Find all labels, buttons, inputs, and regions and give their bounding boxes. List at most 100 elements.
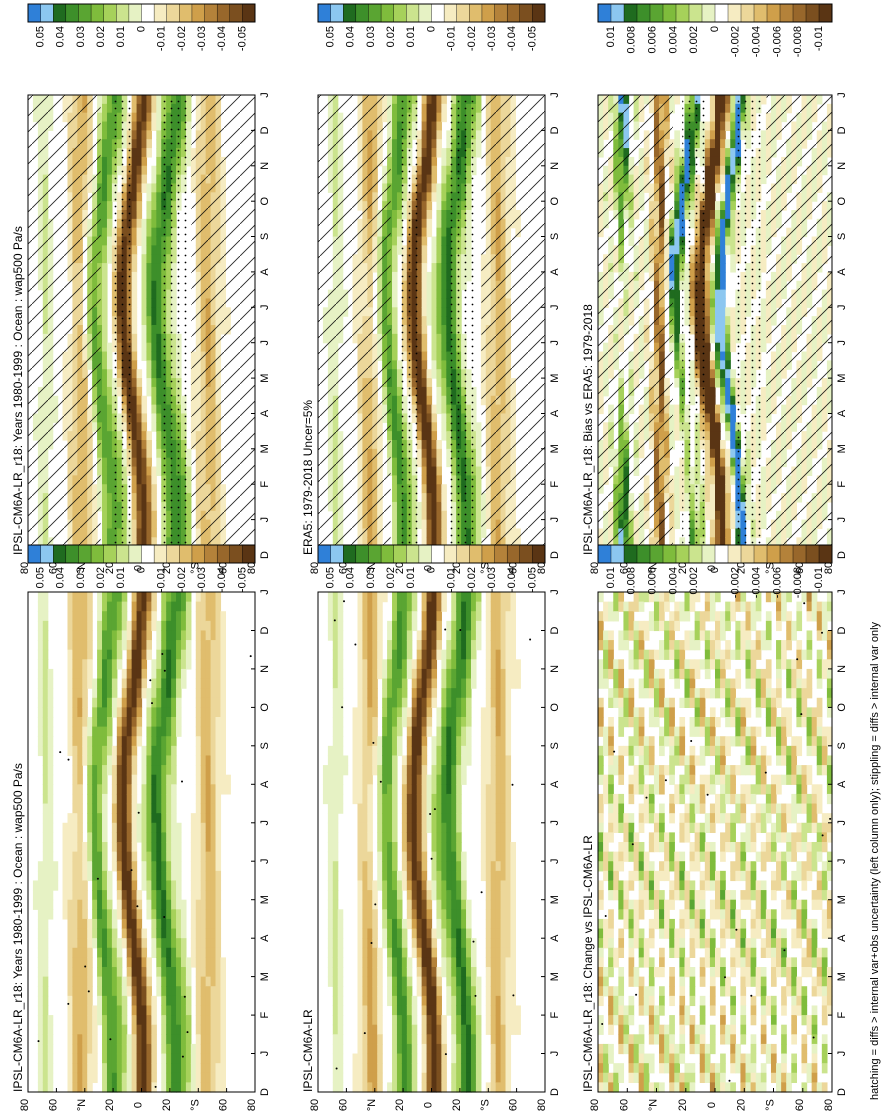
- heatmap-cell: [102, 707, 108, 717]
- heatmap-cell: [171, 621, 177, 631]
- heatmap-cell: [72, 977, 78, 987]
- heatmap-cell: [422, 334, 428, 343]
- heatmap-cell: [220, 986, 226, 996]
- colorbar-label: -0.03: [196, 26, 208, 51]
- heatmap-cell: [112, 1073, 118, 1083]
- heatmap-cell: [432, 440, 438, 449]
- heatmap-cell: [191, 938, 197, 948]
- heatmap-cell: [161, 727, 167, 737]
- heatmap-cell: [216, 679, 222, 689]
- heatmap-cell: [211, 755, 217, 765]
- heatmap-cell: [97, 880, 103, 890]
- heatmap-cell: [392, 201, 398, 210]
- heatmap-cell: [92, 727, 98, 737]
- heatmap-cell: [181, 630, 187, 640]
- heatmap-cell: [176, 1034, 182, 1044]
- heatmap-cell: [38, 669, 44, 679]
- heatmap-cell: [176, 1082, 182, 1092]
- heatmap-cell: [43, 602, 49, 612]
- heatmap-cell: [328, 871, 334, 881]
- heatmap-cell: [117, 727, 123, 737]
- heatmap-cell: [146, 967, 152, 977]
- heatmap-cell: [122, 938, 128, 948]
- heatmap-cell: [82, 640, 88, 650]
- heatmap-cell: [161, 909, 167, 919]
- heatmap-cell: [137, 95, 143, 104]
- heatmap-cell: [206, 1063, 212, 1073]
- heatmap-cell: [77, 784, 83, 794]
- heatmap-cell: [166, 669, 172, 679]
- heatmap-cell: [122, 698, 128, 708]
- heatmap-cell: [67, 948, 73, 958]
- heatmap-cell: [146, 909, 152, 919]
- heatmap-cell: [181, 1044, 187, 1054]
- heatmap-cell: [392, 245, 398, 254]
- heatmap-cell: [427, 396, 433, 405]
- colorbar-label: 0.03: [365, 26, 377, 47]
- heatmap-cell: [161, 1073, 167, 1083]
- heatmap-cell: [97, 669, 103, 679]
- heatmap-cell: [112, 1015, 118, 1025]
- month-tick-label: O: [549, 196, 561, 205]
- heatmap-cell: [151, 784, 157, 794]
- heatmap-cell: [97, 823, 103, 833]
- heatmap-cell: [112, 659, 118, 669]
- month-tick-label: M: [549, 374, 561, 383]
- heatmap-cell: [392, 422, 398, 431]
- heatmap-cell: [432, 520, 438, 529]
- heatmap-cell: [142, 183, 148, 192]
- month-tick-label: J: [549, 305, 561, 311]
- month-tick-label: J: [259, 858, 271, 864]
- heatmap-cell: [132, 707, 138, 717]
- heatmap-cell: [201, 967, 207, 977]
- heatmap-cell: [132, 630, 138, 640]
- heatmap-cell: [127, 852, 133, 862]
- heatmap-cell: [82, 659, 88, 669]
- heatmap-cell: [127, 736, 133, 746]
- heatmap-cell: [82, 688, 88, 698]
- heatmap-cell: [176, 659, 182, 669]
- heatmap-cell: [422, 369, 428, 378]
- heatmap-cell: [117, 852, 123, 862]
- heatmap-cell: [201, 804, 207, 814]
- heatmap-cell: [102, 413, 108, 422]
- heatmap-cell: [151, 396, 157, 405]
- heatmap-cell: [201, 659, 207, 669]
- heatmap-cell: [427, 413, 433, 422]
- heatmap-cell: [67, 746, 73, 756]
- heatmap-cell: [102, 794, 108, 804]
- heatmap-cell: [422, 139, 428, 148]
- heatmap-cell: [102, 784, 108, 794]
- heatmap-cell: [77, 727, 83, 737]
- heatmap-cell: [132, 842, 138, 852]
- heatmap-cell: [151, 387, 157, 396]
- heatmap-cell: [196, 861, 202, 871]
- heatmap-cell: [142, 852, 148, 862]
- lat-tick-label: 20: [104, 1099, 116, 1111]
- heatmap-cell: [82, 919, 88, 929]
- heatmap-cell: [328, 765, 334, 775]
- heatmap-cell: [92, 698, 98, 708]
- heatmap-cell: [87, 977, 93, 987]
- heatmap-cell: [132, 871, 138, 881]
- stipple-dot: [155, 1086, 157, 1088]
- month-tick-label: D: [549, 126, 561, 134]
- heatmap-cell: [137, 948, 143, 958]
- heatmap-cell: [117, 1034, 123, 1044]
- heatmap-cell: [142, 325, 148, 334]
- heatmap-cell: [43, 659, 49, 669]
- heatmap-cell: [117, 1005, 123, 1015]
- heatmap-cell: [72, 948, 78, 958]
- heatmap-cell: [72, 659, 78, 669]
- heatmap-cell: [102, 1005, 108, 1015]
- heatmap-cell: [112, 784, 118, 794]
- stipple-dot: [38, 1040, 40, 1042]
- heatmap-cell: [432, 511, 438, 520]
- heatmap-cell: [441, 360, 447, 369]
- colorbar-label: 0.02: [95, 567, 107, 588]
- heatmap-cell: [112, 707, 118, 717]
- colorbar-swatch: [28, 4, 41, 22]
- heatmap-cell: [72, 909, 78, 919]
- heatmap-cell: [102, 832, 108, 842]
- heatmap-cell: [436, 343, 442, 352]
